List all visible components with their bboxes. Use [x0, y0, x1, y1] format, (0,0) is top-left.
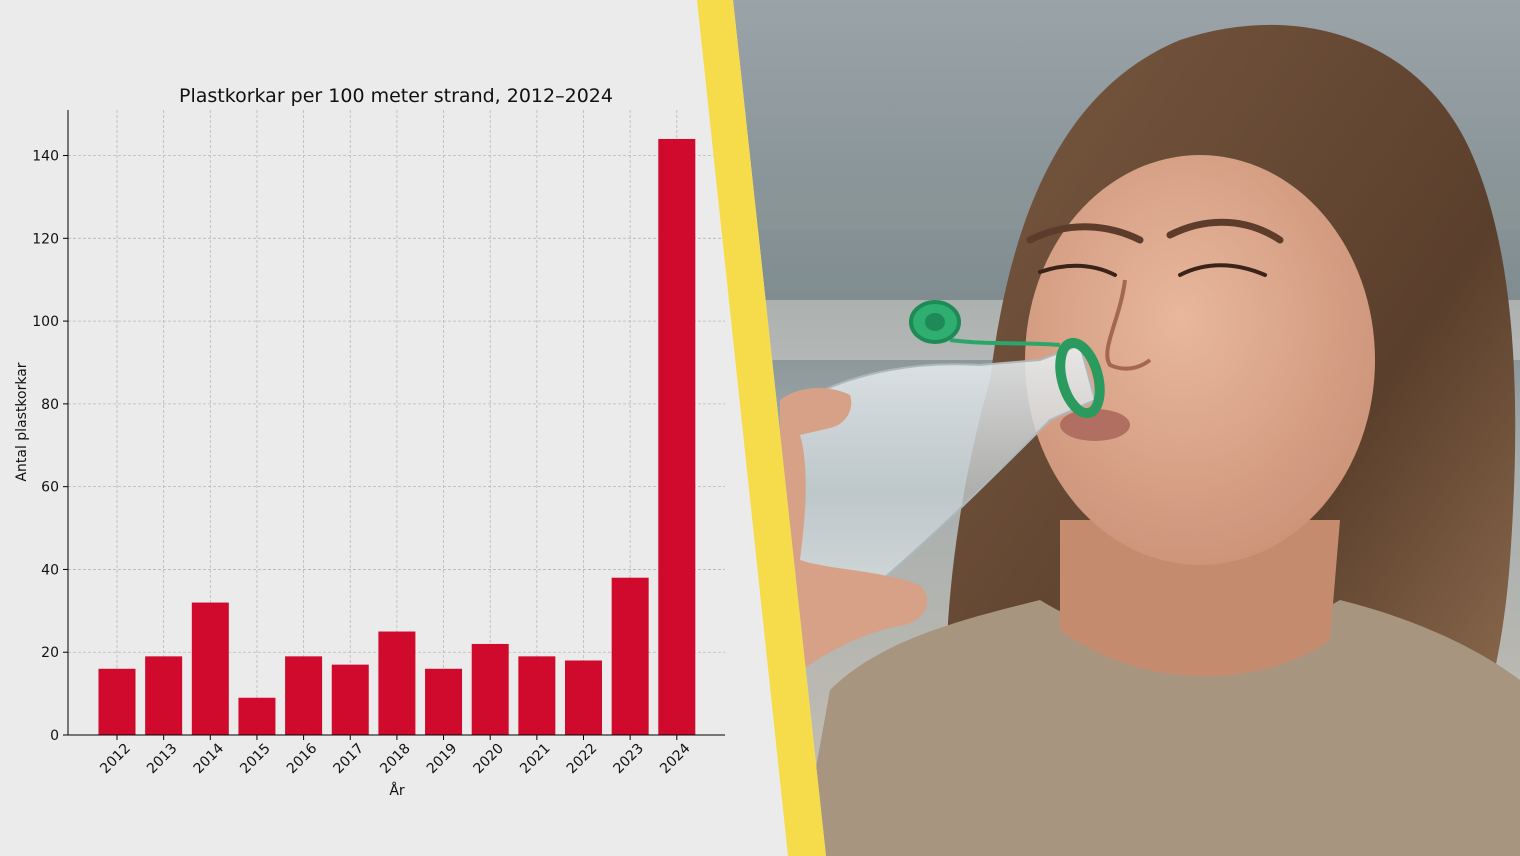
bar-2018	[378, 631, 416, 735]
y-tick-label: 40	[41, 562, 59, 578]
bottle-neck-ring-icon	[1055, 337, 1105, 419]
mouth-icon	[1060, 409, 1130, 441]
cap-inner-icon	[925, 313, 945, 331]
face-icon	[1025, 155, 1375, 565]
bar-2016	[285, 656, 323, 735]
bar-2020	[471, 643, 509, 735]
y-axis-label: Antal plastkorkar	[14, 362, 30, 481]
bar-2013	[145, 656, 183, 735]
y-ticks: 0 20 40 60 80 100 120 140	[32, 149, 68, 744]
yellow-divider	[697, 0, 826, 856]
hand-icon	[780, 388, 928, 668]
x-axis-label: År	[389, 782, 405, 799]
y-tick-label: 120	[32, 231, 59, 247]
bar-2019	[425, 668, 463, 735]
bar-2015	[238, 697, 276, 735]
bar-2021	[518, 656, 556, 735]
bars	[98, 138, 696, 735]
nose-icon	[1105, 279, 1152, 371]
bar-2012	[98, 668, 136, 735]
eye-left-icon	[1038, 263, 1117, 277]
y-tick-label: 100	[32, 314, 59, 330]
y-tick-label: 140	[32, 149, 59, 165]
bar-2024	[658, 138, 696, 735]
y-tick-label: 80	[41, 397, 59, 413]
neck-icon	[1060, 520, 1340, 677]
bar-2014	[191, 602, 229, 735]
bar-2017	[331, 664, 369, 735]
woman-drinking-photo	[733, 0, 1520, 856]
brow-left-icon	[1026, 223, 1144, 244]
bar-2022	[565, 660, 602, 735]
eye-right-icon	[1178, 263, 1267, 277]
y-tick-label: 20	[41, 645, 59, 661]
brow-right-icon	[1166, 218, 1284, 244]
shirt-icon	[800, 600, 1520, 856]
cap-strap-icon	[949, 338, 1061, 347]
y-tick-label: 60	[41, 480, 59, 496]
chart-title: Plastkorkar per 100 meter strand, 2012–2…	[179, 85, 613, 107]
bar-2023	[611, 577, 649, 735]
y-tick-label: 0	[50, 728, 59, 744]
